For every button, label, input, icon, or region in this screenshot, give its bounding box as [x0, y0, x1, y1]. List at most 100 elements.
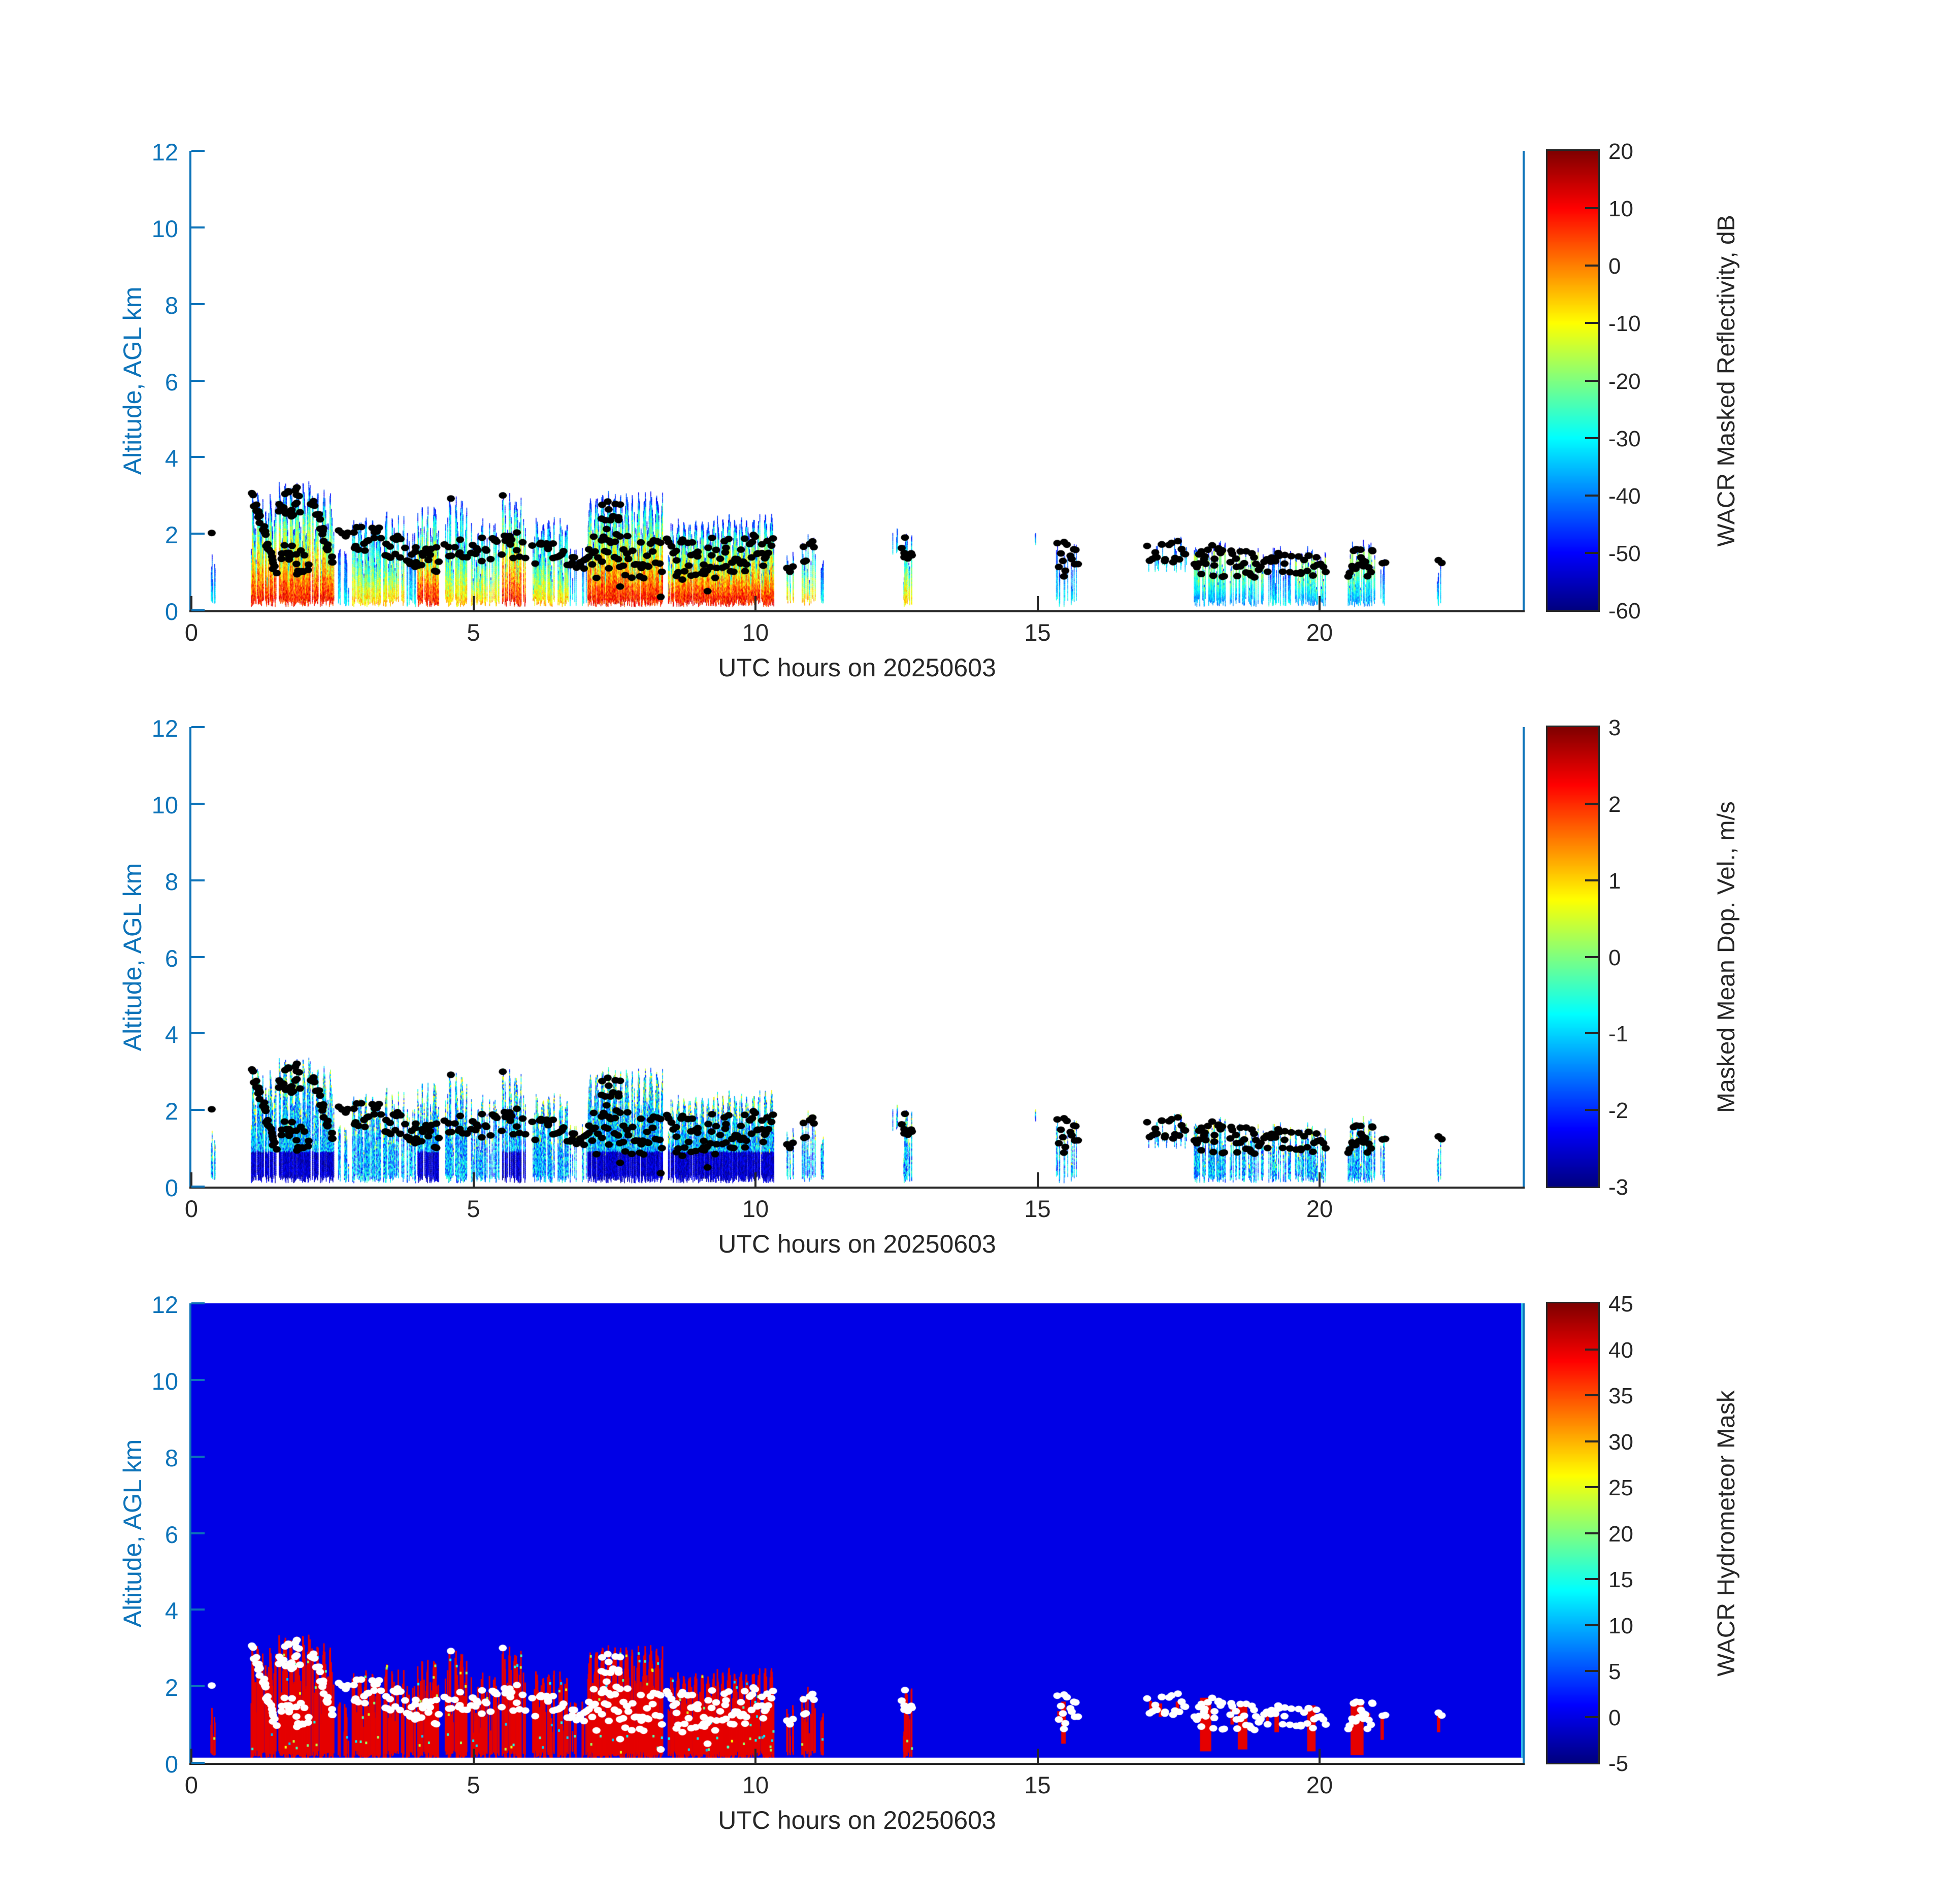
velocity-heatmap: [191, 727, 1523, 1187]
colorbar-tick: [1585, 1032, 1598, 1035]
colorbar-tick-label: 45: [1608, 1292, 1633, 1317]
y-tick-label: 6: [164, 368, 178, 396]
y-tick-label: 2: [164, 1674, 178, 1701]
x-axis-line: [189, 1187, 1525, 1189]
y-tick: [191, 1455, 205, 1458]
colorbar-tick-label: 20: [1608, 139, 1633, 164]
colorbar-tick: [1585, 956, 1598, 958]
right-axis-line: [1523, 727, 1525, 1189]
colorbar-tick: [1585, 322, 1598, 324]
y-tick: [191, 1762, 205, 1764]
colorbar-tick-label: 25: [1608, 1475, 1633, 1500]
x-tick: [754, 1172, 757, 1187]
colorbar-tick: [1585, 1486, 1598, 1488]
y-tick: [191, 726, 205, 728]
colorbar-tick-label: 30: [1608, 1429, 1633, 1455]
y-tick-label: 2: [164, 521, 178, 549]
x-tick: [190, 1749, 192, 1763]
colorbar-tick-label: 40: [1608, 1337, 1633, 1363]
y-tick-label: 10: [151, 215, 178, 242]
y-tick: [191, 303, 205, 305]
x-tick-label: 20: [1306, 1771, 1333, 1798]
y-tick: [191, 1608, 205, 1611]
colorbar-tick: [1585, 802, 1598, 805]
colorbar-tick: [1585, 1670, 1598, 1672]
y-tick: [191, 379, 205, 382]
colorbar-tick-label: 10: [1608, 1613, 1633, 1638]
colorbar-tick-label: 2: [1608, 792, 1621, 817]
x-tick-label: 15: [1024, 1771, 1051, 1798]
y-tick: [191, 1378, 205, 1381]
y-tick: [191, 1302, 205, 1304]
x-tick: [754, 596, 757, 610]
colorbar-border: [1546, 726, 1600, 1188]
colorbar-tick-label: -1: [1608, 1022, 1629, 1047]
y-tick-label: 6: [164, 944, 178, 972]
x-tick: [1319, 596, 1321, 610]
y-tick: [191, 1532, 205, 1534]
colorbar-tick-label: 20: [1608, 1521, 1633, 1547]
y-tick-label: 0: [164, 1174, 178, 1201]
colorbar-tick: [1585, 1440, 1598, 1442]
y-tick: [191, 609, 205, 611]
x-tick-label: 5: [467, 1195, 480, 1222]
colorbar-tick-label: -30: [1608, 426, 1641, 451]
y-tick-label: 2: [164, 1098, 178, 1125]
y-tick: [191, 1109, 205, 1111]
colorbar-tick-label: -20: [1608, 369, 1641, 394]
x-tick-label: 20: [1306, 619, 1333, 646]
colorbar-tick-label: 0: [1608, 1705, 1621, 1730]
x-tick: [1036, 1172, 1039, 1187]
colorbar-tick-label: 35: [1608, 1384, 1633, 1408]
colorbar-tick-label: 10: [1608, 196, 1633, 222]
y-tick: [191, 1186, 205, 1188]
y-tick: [191, 150, 205, 152]
y-tick-label: 6: [164, 1521, 178, 1548]
colorbar-tick: [1585, 437, 1598, 439]
x-tick-label: 10: [742, 1771, 769, 1798]
right-axis-line: [1523, 151, 1525, 612]
colorbar-tick: [1585, 1624, 1598, 1626]
colorbar-tick-label: 0: [1608, 945, 1621, 970]
x-axis-line: [189, 610, 1525, 612]
y-tick-label: 12: [151, 715, 178, 742]
colorbar-tick: [1585, 1578, 1598, 1580]
y-tick: [191, 533, 205, 535]
colorbar-tick: [1585, 1348, 1598, 1351]
x-tick-label: 15: [1024, 619, 1051, 646]
x-tick-label: 5: [467, 619, 480, 646]
x-tick: [1036, 1749, 1039, 1763]
colorbar-tick: [1585, 1716, 1598, 1718]
colorbar-tick-label: -3: [1608, 1175, 1629, 1200]
colorbar-tick-label: -60: [1608, 599, 1641, 623]
x-tick: [472, 1749, 475, 1763]
colorbar-tick: [1585, 551, 1598, 554]
right-axis-line: [1523, 1303, 1525, 1765]
y-tick: [191, 802, 205, 805]
x-tick-label: 20: [1306, 1195, 1333, 1222]
colorbar-title: Masked Mean Dop. Vel., m/s: [1713, 801, 1740, 1113]
x-tick-label: 10: [742, 619, 769, 646]
y-tick: [191, 226, 205, 228]
colorbar-tick: [1585, 1532, 1598, 1534]
colorbar-tick-label: 0: [1608, 254, 1621, 279]
colorbar-tick: [1585, 494, 1598, 497]
x-tick-label: 5: [467, 1771, 480, 1798]
x-tick: [1319, 1749, 1321, 1763]
y-tick-label: 8: [164, 1444, 178, 1471]
y-tick-label: 4: [164, 1597, 178, 1625]
y-axis-line: [189, 1303, 191, 1765]
x-tick-label: 0: [184, 1771, 199, 1798]
mask-heatmap: [191, 1303, 1523, 1763]
colorbar-tick-label: -40: [1608, 483, 1641, 509]
x-tick-label: 10: [742, 1195, 769, 1222]
x-tick: [1319, 1172, 1321, 1187]
colorbar-tick: [1585, 1394, 1598, 1396]
colorbar-tick-label: 5: [1608, 1659, 1621, 1684]
y-tick-label: 4: [164, 445, 178, 472]
colorbar-tick: [1585, 1109, 1598, 1111]
y-tick-label: 12: [151, 139, 178, 166]
x-tick: [190, 596, 192, 610]
colorbar-tick-label: -5: [1608, 1751, 1629, 1776]
colorbar-title: WACR Hydrometeor Mask: [1713, 1390, 1740, 1677]
